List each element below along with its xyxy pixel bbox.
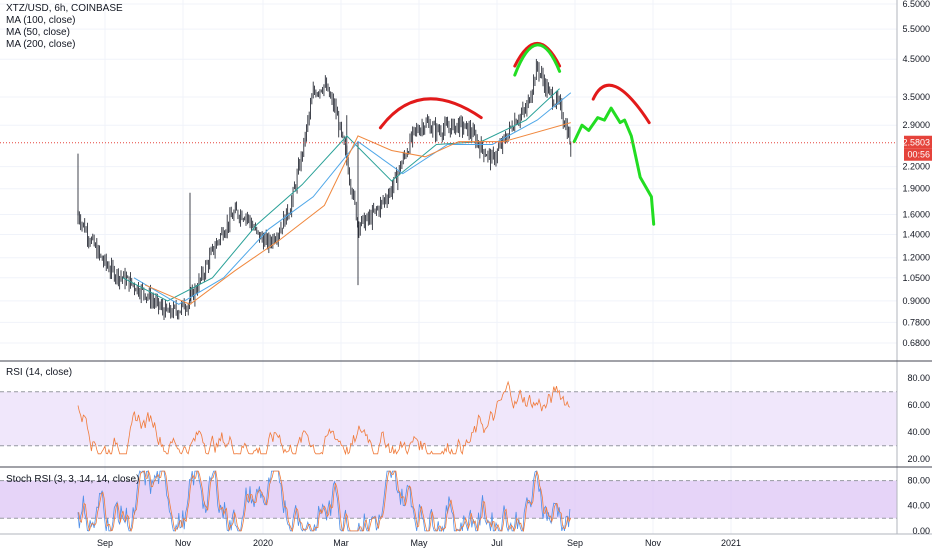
green-arc-annotation [513, 43, 562, 77]
last-price-value: 2.5803 [902, 138, 930, 148]
price-tick-label: 4.5000 [902, 54, 930, 64]
stoch-tick-label: 80.00 [907, 476, 930, 486]
grid-lines [0, 0, 897, 534]
stoch-label[interactable]: Stoch RSI (3, 3, 14, 14, close) [6, 474, 140, 485]
ma-line [145, 122, 571, 305]
price-tick-label: 0.7800 [902, 317, 930, 327]
candlestick-series [77, 58, 572, 320]
price-legend: XTZ/USD, 6h, COINBASE MA (100, close) MA… [6, 3, 123, 51]
ma-line [133, 92, 572, 305]
symbol-title[interactable]: XTZ/USD, 6h, COINBASE [6, 3, 123, 14]
countdown-value: 00:56 [907, 150, 930, 160]
ma200-label[interactable]: MA (200, close) [6, 39, 76, 50]
rsi-tick-label: 40.00 [907, 427, 930, 437]
stoch-d-line [78, 469, 571, 533]
red-arc-annotation [513, 41, 562, 68]
stoch-tick-label: 0.00 [912, 526, 930, 536]
price-tick-label: 5.5000 [902, 24, 930, 34]
price-tick-label: 6.5000 [902, 0, 930, 9]
price-tick-label: 0.9000 [902, 296, 930, 306]
price-tags: 2.5803 00:56 [0, 135, 932, 161]
rsi-legend: RSI (14, close) [6, 367, 72, 379]
price-tick-label: 3.5000 [902, 92, 930, 102]
rsi-series-line [77, 380, 571, 456]
time-tick-label: Mar [333, 538, 349, 548]
time-tick-label: Jul [491, 538, 503, 548]
time-tick-label: Sep [97, 538, 113, 548]
rsi-band [0, 391, 897, 447]
price-tick-label: 1.4000 [902, 230, 930, 240]
time-tick-label: 2021 [721, 538, 741, 548]
red-arc-annotation [591, 83, 651, 125]
countdown-tag [904, 148, 932, 161]
ma50-label[interactable]: MA (50, close) [6, 27, 70, 38]
moving-average-lines [122, 88, 572, 305]
rsi-tick-label: 20.00 [907, 454, 930, 464]
ma-line [122, 88, 560, 302]
time-tick-label: Nov [645, 538, 662, 548]
time-tick-label: Sep [567, 538, 583, 548]
time-tick-label: Nov [175, 538, 192, 548]
red-arc-annotation [378, 97, 483, 130]
stoch-legend: Stoch RSI (3, 3, 14, 14, close) [6, 474, 139, 486]
stoch-tick-label: 40.00 [907, 501, 930, 511]
last-price-tag [904, 135, 932, 149]
price-tick-label: 2.9000 [902, 120, 930, 130]
time-axis[interactable]: Sep Nov 2020 Mar May Jul Sep Nov 2021 [97, 538, 741, 548]
green-path-annotation [572, 106, 656, 226]
price-tick-label: 2.2000 [902, 162, 930, 172]
stoch-rsi-lines [77, 469, 571, 533]
time-tick-label: 2020 [253, 538, 273, 548]
price-tick-label: 0.6800 [902, 338, 930, 348]
ma100-label[interactable]: MA (100, close) [6, 15, 76, 26]
price-tick-label: 1.0500 [902, 273, 930, 283]
rsi-line [77, 380, 571, 456]
time-tick-label: May [410, 538, 428, 548]
rsi-tick-label: 60.00 [907, 400, 930, 410]
rsi-tick-label: 80.00 [907, 373, 930, 383]
price-tick-label: 1.9000 [902, 184, 930, 194]
pane-frames [0, 0, 932, 535]
price-tick-label: 1.6000 [902, 210, 930, 220]
price-tick-label: 1.2000 [902, 253, 930, 263]
drawing-annotations [378, 41, 656, 226]
price-axis[interactable]: 6.5000 5.5000 4.5000 3.5000 2.9000 2.2000 1.90… [902, 0, 930, 536]
rsi-label[interactable]: RSI (14, close) [6, 367, 73, 378]
rsi-band-fill [0, 391, 897, 446]
